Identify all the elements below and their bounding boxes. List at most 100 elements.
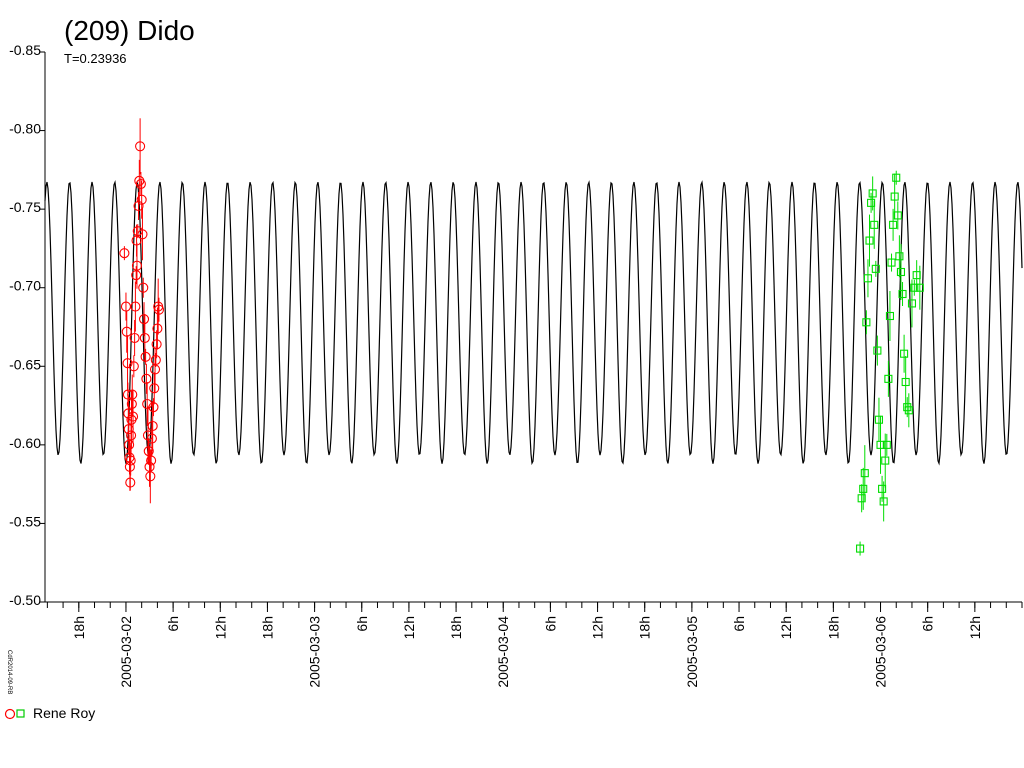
x-tick-label: 2005-03-04 bbox=[495, 616, 511, 688]
x-tick-label: 12h bbox=[967, 616, 983, 639]
legend-square-marker bbox=[16, 709, 25, 718]
x-tick-label: 12h bbox=[212, 616, 228, 639]
data-point bbox=[122, 358, 133, 369]
x-tick-label: 12h bbox=[590, 616, 606, 639]
data-point bbox=[152, 323, 163, 334]
data-point bbox=[900, 349, 909, 358]
data-point bbox=[896, 267, 906, 277]
data-point bbox=[151, 339, 162, 350]
data-point bbox=[135, 178, 146, 190]
data-point bbox=[868, 189, 877, 198]
data-point bbox=[887, 258, 896, 267]
data-point bbox=[865, 236, 874, 245]
data-point bbox=[146, 455, 157, 466]
side-label: CdR2014-09-RB bbox=[6, 650, 12, 694]
data-point bbox=[878, 484, 887, 493]
data-point bbox=[150, 354, 161, 366]
data-point bbox=[907, 299, 917, 308]
data-point bbox=[895, 252, 904, 261]
data-point bbox=[910, 283, 919, 292]
model-curve-line bbox=[44, 180, 1023, 466]
data-point bbox=[862, 318, 871, 327]
x-tick-label: 2005-03-06 bbox=[873, 616, 889, 688]
data-point bbox=[130, 301, 141, 312]
data-point bbox=[139, 332, 150, 344]
data-point bbox=[892, 173, 901, 182]
data-point bbox=[884, 374, 893, 383]
data-point bbox=[133, 200, 144, 212]
data-point bbox=[870, 220, 879, 229]
x-tick-label: 6h bbox=[354, 616, 370, 632]
y-tick-label: -0.70 bbox=[9, 278, 41, 294]
y-tick-label: -0.85 bbox=[9, 42, 41, 58]
x-tick-label: 12h bbox=[778, 616, 794, 639]
chart-title: (209) Dido bbox=[64, 15, 195, 46]
data-point bbox=[127, 411, 139, 422]
data-point bbox=[131, 260, 143, 271]
legend-circle-marker bbox=[4, 708, 16, 720]
data-point bbox=[124, 461, 135, 472]
y-tick-label: -0.60 bbox=[9, 435, 41, 451]
x-tick-label: 18h bbox=[259, 616, 275, 639]
data-point bbox=[147, 420, 158, 432]
data-point bbox=[901, 377, 910, 387]
data-point bbox=[119, 248, 130, 259]
data-point bbox=[149, 383, 160, 394]
x-tick-label: 12h bbox=[401, 616, 417, 639]
data-point bbox=[885, 311, 895, 321]
data-point bbox=[863, 274, 872, 283]
data-point bbox=[904, 406, 913, 415]
data-point bbox=[873, 346, 882, 355]
legend: Rene Roy bbox=[4, 705, 95, 721]
data-point bbox=[129, 332, 140, 344]
data-point bbox=[893, 211, 902, 220]
y-tick-label: -0.55 bbox=[9, 513, 41, 529]
x-tick-label: 18h bbox=[637, 616, 653, 639]
x-tick-label: 18h bbox=[448, 616, 464, 639]
data-point bbox=[915, 283, 924, 292]
data-point bbox=[148, 402, 159, 413]
model-curve bbox=[44, 180, 1023, 466]
data-point bbox=[898, 289, 907, 299]
data-point bbox=[860, 469, 869, 478]
x-tick-label: 18h bbox=[71, 616, 87, 639]
x-tick-label: 2005-03-02 bbox=[118, 616, 134, 688]
data-point bbox=[138, 282, 149, 293]
data-point bbox=[881, 456, 890, 465]
data-point bbox=[145, 471, 156, 482]
y-tick-label: -0.65 bbox=[9, 356, 41, 372]
y-tick-label: -0.50 bbox=[9, 592, 41, 608]
x-tick-label: 6h bbox=[731, 616, 747, 632]
chart-subtitle: T=0.23936 bbox=[64, 51, 127, 66]
data-point bbox=[876, 440, 885, 449]
y-ticks: -0.85 -0.80 -0.75 -0.70 -0.65 -0.60 -0.55 -0.50 bbox=[9, 42, 45, 608]
data-point bbox=[882, 440, 891, 449]
data-point bbox=[859, 484, 868, 493]
x-tick-label: 6h bbox=[165, 616, 181, 632]
data-point bbox=[136, 194, 147, 205]
series-layer bbox=[119, 118, 924, 556]
y-tick-label: -0.80 bbox=[9, 121, 41, 137]
data-point bbox=[127, 389, 138, 400]
data-point bbox=[874, 415, 883, 424]
data-point bbox=[138, 314, 150, 325]
data-point bbox=[856, 544, 865, 553]
data-point bbox=[141, 373, 152, 384]
data-point bbox=[889, 220, 898, 229]
legend-label: Rene Roy bbox=[33, 705, 95, 721]
series-1 bbox=[856, 170, 924, 556]
series-0 bbox=[119, 118, 165, 504]
data-point bbox=[128, 361, 139, 372]
x-tick-label: 6h bbox=[920, 616, 936, 632]
x-tick-label: 2005-03-03 bbox=[307, 616, 323, 688]
data-point bbox=[879, 497, 888, 506]
data-point bbox=[890, 192, 899, 201]
data-point bbox=[121, 326, 132, 337]
x-tick-label: 2005-03-05 bbox=[684, 616, 700, 688]
data-point bbox=[135, 141, 146, 152]
x-tick-label: 6h bbox=[542, 616, 558, 632]
data-point bbox=[137, 229, 148, 240]
data-point bbox=[140, 351, 151, 362]
y-tick-label: -0.75 bbox=[9, 199, 41, 215]
